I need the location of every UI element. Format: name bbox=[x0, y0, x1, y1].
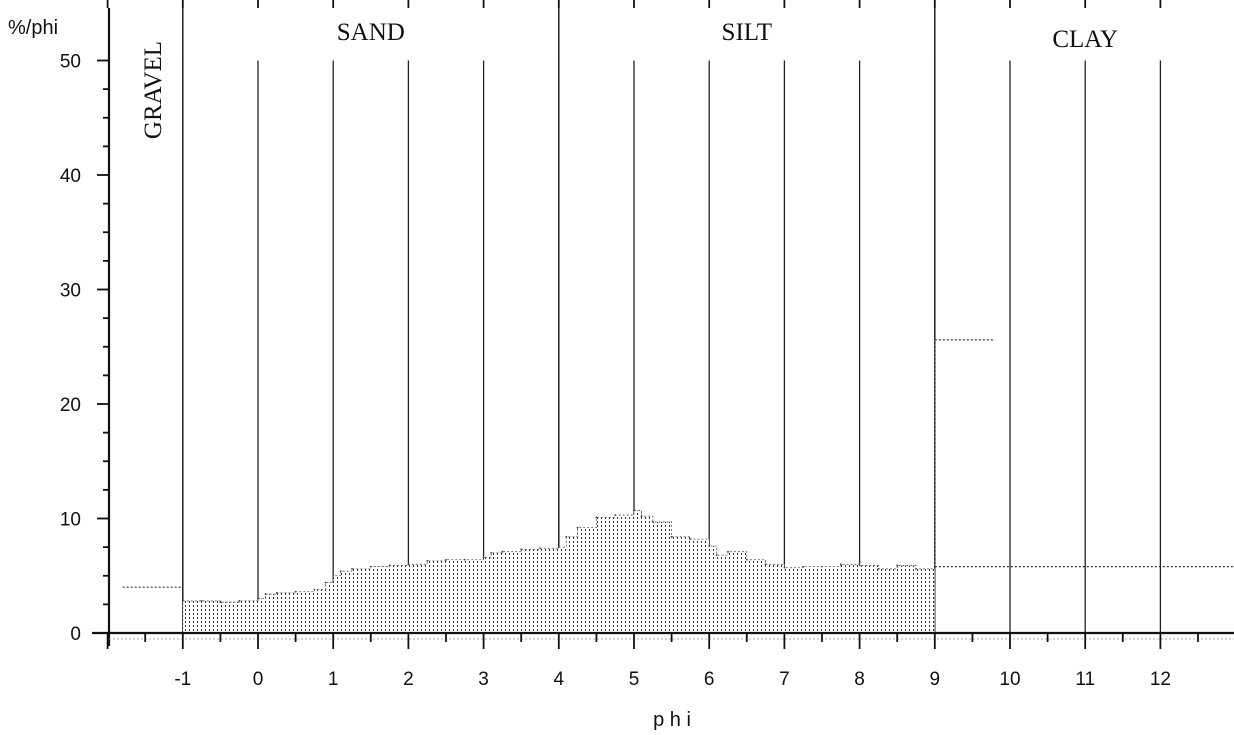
data-point bbox=[324, 581, 327, 584]
x-axis-label: p h i bbox=[653, 709, 691, 731]
data-point bbox=[651, 521, 654, 523]
x-tick-label: 1 bbox=[328, 669, 339, 690]
x-tick-label: 0 bbox=[253, 669, 264, 690]
data-point bbox=[275, 592, 278, 594]
x-tick-label: 10 bbox=[999, 669, 1020, 690]
data-point bbox=[715, 554, 718, 557]
data-point bbox=[463, 558, 466, 561]
y-axis-label: %/phi bbox=[8, 17, 58, 39]
data-point bbox=[219, 601, 222, 603]
data-point bbox=[783, 566, 786, 569]
data-point bbox=[689, 538, 692, 541]
data-point bbox=[858, 564, 861, 567]
x-tick-label: 4 bbox=[554, 669, 565, 690]
x-tick-label: 5 bbox=[629, 669, 640, 690]
x-tick-label: -1 bbox=[174, 669, 191, 690]
data-point bbox=[426, 559, 429, 562]
data-point bbox=[388, 564, 391, 567]
x-tick-label: 7 bbox=[779, 669, 790, 690]
y-tick-label: 0 bbox=[70, 624, 81, 645]
x-tick-label: 11 bbox=[1075, 669, 1095, 690]
data-point bbox=[802, 565, 805, 568]
data-point bbox=[614, 514, 617, 516]
x-tick-label: 2 bbox=[403, 669, 414, 690]
region-labels: GRAVEL SAND SILT CLAY bbox=[140, 19, 1118, 139]
data-point bbox=[339, 570, 342, 573]
dashed-segments bbox=[122, 339, 1234, 633]
y-tick-label: 30 bbox=[60, 281, 81, 302]
data-point bbox=[332, 574, 335, 577]
data-point bbox=[407, 563, 410, 566]
region-label: CLAY bbox=[1052, 26, 1118, 53]
data-point bbox=[501, 550, 504, 553]
data-point bbox=[821, 565, 823, 568]
region-label: GRAVEL bbox=[140, 41, 167, 139]
data-point bbox=[877, 567, 880, 570]
data-point bbox=[557, 546, 560, 549]
data-point bbox=[520, 548, 523, 551]
data-point bbox=[595, 516, 598, 519]
data-point bbox=[490, 551, 493, 554]
data-point bbox=[351, 567, 353, 570]
x-tick-label: 6 bbox=[704, 669, 715, 690]
data-point bbox=[670, 535, 673, 538]
data-point bbox=[896, 564, 899, 567]
y-tick-label: 10 bbox=[60, 510, 81, 531]
data-point bbox=[708, 545, 711, 547]
data-point bbox=[727, 550, 729, 553]
data-point bbox=[257, 597, 259, 600]
data-point bbox=[576, 526, 579, 529]
data-point bbox=[238, 600, 241, 602]
data-point bbox=[482, 556, 485, 559]
data-point bbox=[294, 590, 297, 593]
data-point bbox=[640, 515, 643, 518]
x-tick-label: 3 bbox=[478, 669, 489, 690]
data-point bbox=[539, 547, 541, 550]
y-tick-label: 20 bbox=[60, 395, 81, 416]
y-tick-label: 40 bbox=[60, 166, 81, 187]
data-point bbox=[445, 558, 447, 561]
data-point bbox=[633, 509, 635, 512]
region-label: SILT bbox=[722, 19, 772, 46]
x-tick-label: 12 bbox=[1150, 669, 1171, 690]
data-point bbox=[764, 563, 767, 566]
x-tick-label: 9 bbox=[930, 669, 941, 690]
data-point bbox=[565, 535, 568, 538]
data-point bbox=[839, 563, 842, 566]
data-point bbox=[200, 600, 203, 602]
data-point bbox=[313, 588, 316, 591]
data-point bbox=[181, 600, 184, 602]
data-point bbox=[264, 593, 267, 595]
x-tick-label: 8 bbox=[854, 669, 865, 690]
data-point bbox=[369, 565, 372, 568]
histogram-area bbox=[181, 509, 936, 634]
data-point bbox=[915, 567, 917, 570]
y-tick-label: 50 bbox=[60, 52, 81, 73]
data-point bbox=[745, 558, 748, 561]
region-label: SAND bbox=[337, 19, 405, 46]
